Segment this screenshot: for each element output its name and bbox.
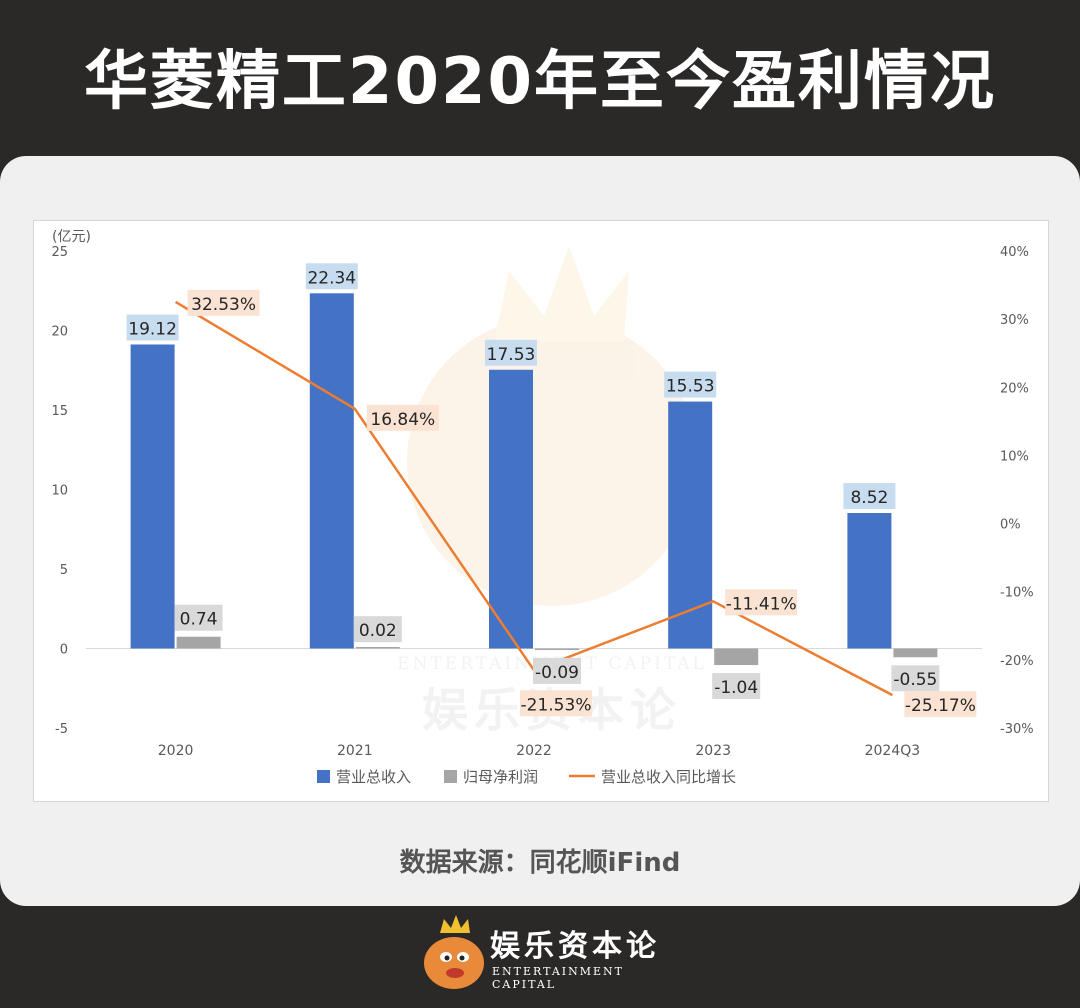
y-tick-label: 0 [60,643,68,658]
legend-label-revenue: 营业总收入 [336,768,411,786]
growth-label-bg [725,589,798,616]
y-unit-label: (亿元) [52,229,91,245]
chart-area: ENTERTAINMENT CAPITAL 娱乐资本论 (亿元) -5 0 5 10 15… [33,220,1049,802]
legend-swatch-profit [444,770,457,783]
watermark-mascot [407,316,697,606]
profit-data-label: -1.04 [714,678,758,698]
y2-tick-label: 0% [1000,518,1021,533]
profit-data-label: -0.55 [893,670,937,690]
y2-tick-label: -20% [1000,654,1034,669]
y2-tick-label: 20% [1000,381,1029,396]
logo-name: 娱乐资本论 [490,929,660,964]
revenue-label-bg [485,339,537,366]
revenue-data-label: 19.12 [128,319,177,339]
x-tick-label: 2023 [695,743,731,759]
logo-sub: ENTERTAINMENT CAPITAL [492,965,625,991]
revenue-data-label: 15.53 [666,377,715,397]
profit-label-bg [712,673,761,700]
profit-label-bg [891,665,940,692]
growth-data-label: 32.53% [191,295,256,315]
revenue-label-bg [843,483,896,510]
growth-data-label: 16.84% [370,410,435,430]
profit-label-bg [174,604,223,631]
y2-tick-label: 30% [1000,313,1029,328]
growth-data-label: -11.41% [726,594,797,614]
profit-bar [893,648,938,658]
y2-tick-label: -30% [1000,722,1034,737]
profit-data-label: -0.09 [535,663,579,683]
profit-data-label: 0.02 [359,621,397,641]
x-tick-label: 2024Q3 [865,743,921,759]
revenue-bar [668,401,713,649]
legend-swatch-revenue [317,770,330,783]
growth-label-bg [187,289,260,316]
profit-bar [176,636,221,649]
growth-label-bg [904,691,977,718]
brand-logo: 娱乐资本论 ENTERTAINMENT CAPITAL [418,915,678,995]
growth-data-label: -21.53% [521,695,592,715]
y-tick-label: 10 [51,484,68,499]
revenue-data-label: 17.53 [487,345,536,365]
revenue-bar [489,369,533,649]
profit-label-bg [353,616,402,643]
y-tick-label: 15 [51,404,68,419]
chart-svg: ENTERTAINMENT CAPITAL 娱乐资本论 (亿元) -5 0 5 10 15… [51,229,1034,786]
profit-bar [535,648,579,650]
revenue-data-label: 8.52 [850,488,888,508]
legend-label-growth: 营业总收入同比增长 [601,768,736,786]
watermark: ENTERTAINMENT CAPITAL 娱乐资本论 [397,246,704,737]
x-tick-label: 2021 [337,743,373,759]
revenue-label-bg [126,314,179,341]
y-tick-label: 5 [60,563,68,578]
mascot-icon [424,915,484,989]
watermark-crown [494,246,629,341]
x-tick-label: 2020 [158,743,194,759]
profit-bar [355,647,400,649]
data-source: 数据来源：同花顺iFind [399,848,681,878]
y-tick-label: 25 [51,245,68,260]
growth-data-label: -25.17% [905,696,976,716]
legend-label-profit: 归母净利润 [463,768,538,786]
profit-data-label: 0.74 [180,610,218,630]
revenue-bar [309,293,354,649]
y-tick-label: 20 [51,325,68,340]
growth-label-bg [366,404,439,431]
growth-label-bg [520,690,592,717]
y2-tick-label: 40% [1000,245,1029,260]
revenue-bar [847,513,892,649]
profit-bar [714,648,759,666]
page-title: 华菱精工2020年至今盈利情况 [83,45,997,119]
revenue-data-label: 22.34 [307,268,356,288]
profit-label-bg [533,657,581,684]
y2-tick-label: 10% [1000,449,1029,464]
revenue-label-bg [305,263,358,290]
y2-tick-label: -10% [1000,586,1034,601]
revenue-label-bg [664,371,717,398]
revenue-bar [130,344,175,649]
x-tick-label: 2022 [516,743,552,759]
y-tick-label: -5 [55,722,68,737]
